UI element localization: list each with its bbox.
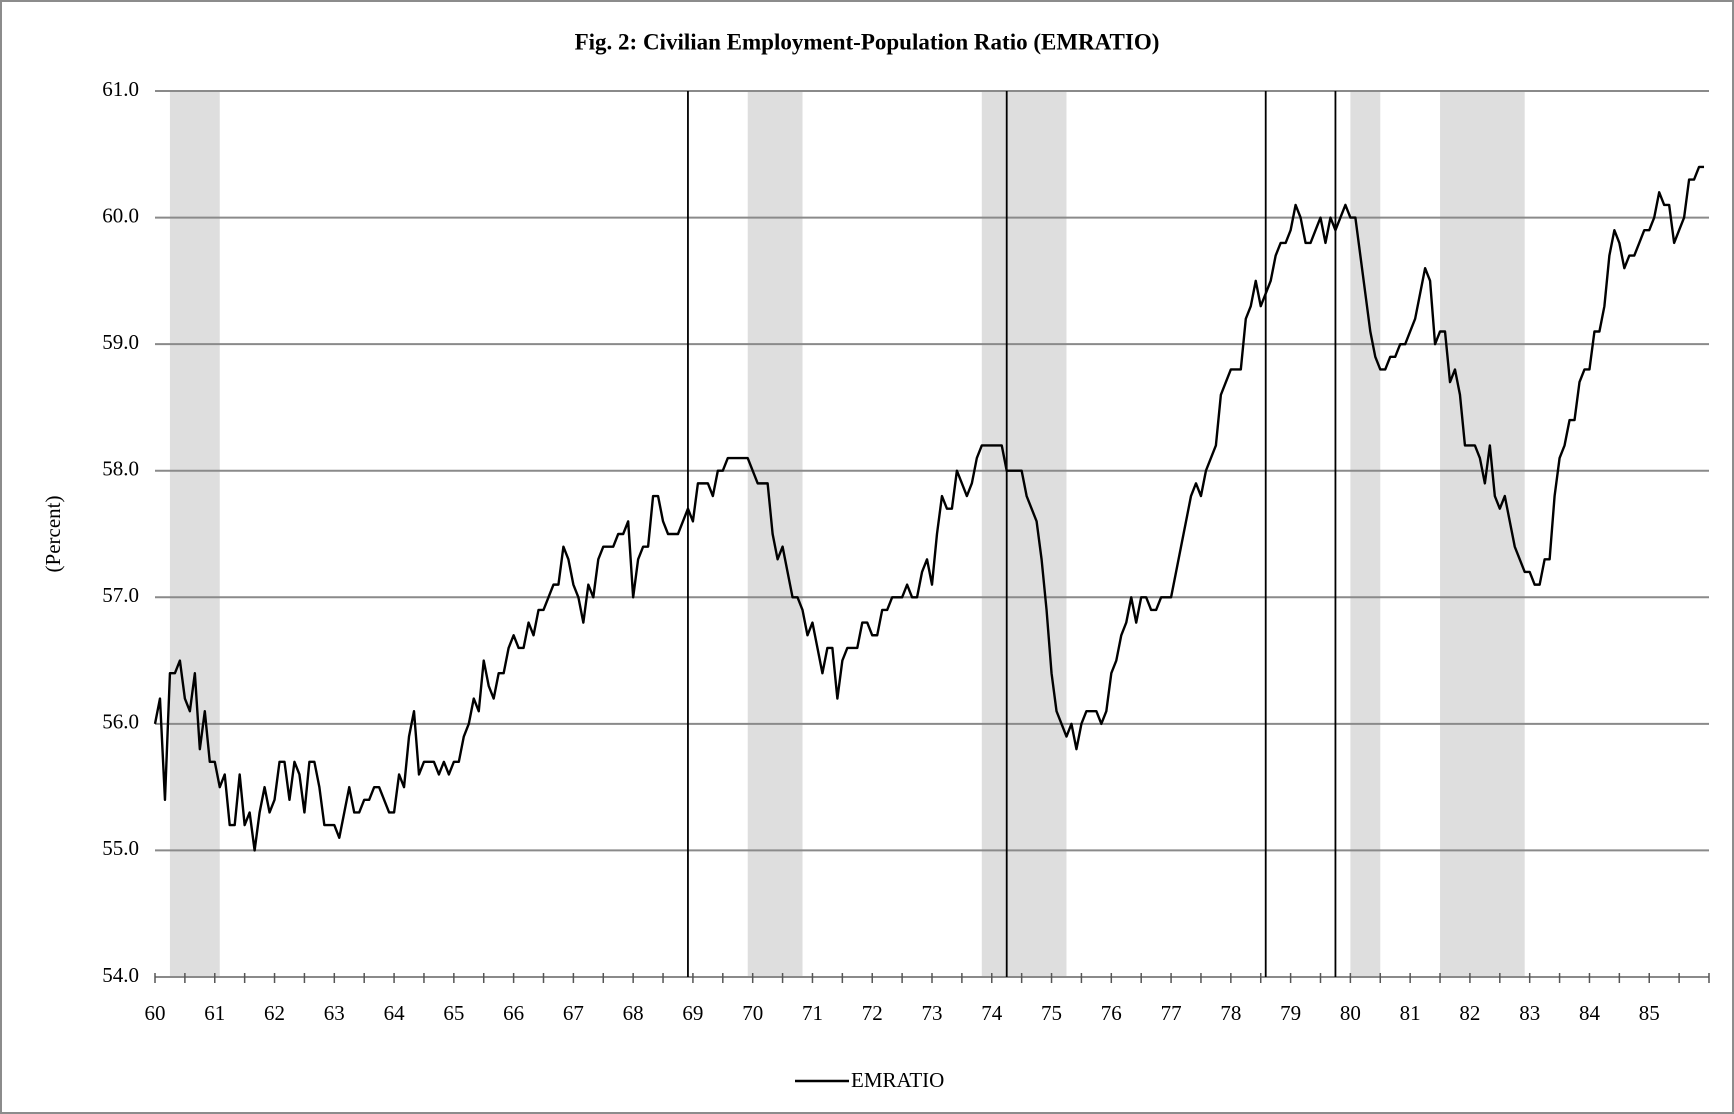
x-tick-label: 85 [1639,1001,1660,1025]
x-tick-label: 82 [1459,1001,1480,1025]
x-tick-label: 66 [503,1001,524,1025]
x-tick-label: 84 [1579,1001,1601,1025]
y-tick-label: 59.0 [102,330,139,354]
x-tick-label: 83 [1519,1001,1540,1025]
x-tick-label: 71 [802,1001,823,1025]
recession-band [169,91,220,977]
x-tick-label: 64 [384,1001,406,1025]
y-tick-label: 58.0 [102,457,139,481]
x-tick-label: 79 [1280,1001,1301,1025]
x-tick-label: 70 [742,1001,763,1025]
x-tick-label: 78 [1220,1001,1241,1025]
x-tick-label: 65 [443,1001,464,1025]
plot-layer [153,91,1705,977]
x-tick-label: 68 [623,1001,644,1025]
x-tick-label: 81 [1400,1001,1421,1025]
x-tick-label: 80 [1340,1001,1361,1025]
y-axis-label: (Percent) [41,496,65,573]
recession-band [1350,91,1381,977]
x-tick-label: 77 [1161,1001,1182,1025]
y-tick-label: 55.0 [102,836,139,860]
shading-layer [169,91,1525,977]
recession-band [1440,91,1525,977]
x-tick-label: 75 [1041,1001,1062,1025]
recession-band [747,91,803,977]
x-tick-label: 69 [682,1001,703,1025]
x-tick-label: 62 [264,1001,285,1025]
x-tick-label: 60 [145,1001,166,1025]
x-tick-label: 63 [324,1001,345,1025]
x-tick-label: 61 [204,1001,225,1025]
chart-title: Fig. 2: Civilian Employment-Population R… [575,29,1160,54]
y-tick-label: 57.0 [102,583,139,607]
legend-label: EMRATIO [851,1068,944,1092]
x-tick-label: 73 [922,1001,943,1025]
y-tick-label: 60.0 [102,203,139,227]
y-tick-label: 61.0 [102,77,139,101]
y-tick-label: 56.0 [102,710,139,734]
series-line [153,165,1705,852]
x-tick-label: 72 [862,1001,883,1025]
y-tick-label: 54.0 [102,963,139,987]
x-tick-label: 76 [1101,1001,1122,1025]
x-tick-label: 67 [563,1001,584,1025]
recession-band [981,91,1067,977]
x-tick-label: 74 [981,1001,1003,1025]
